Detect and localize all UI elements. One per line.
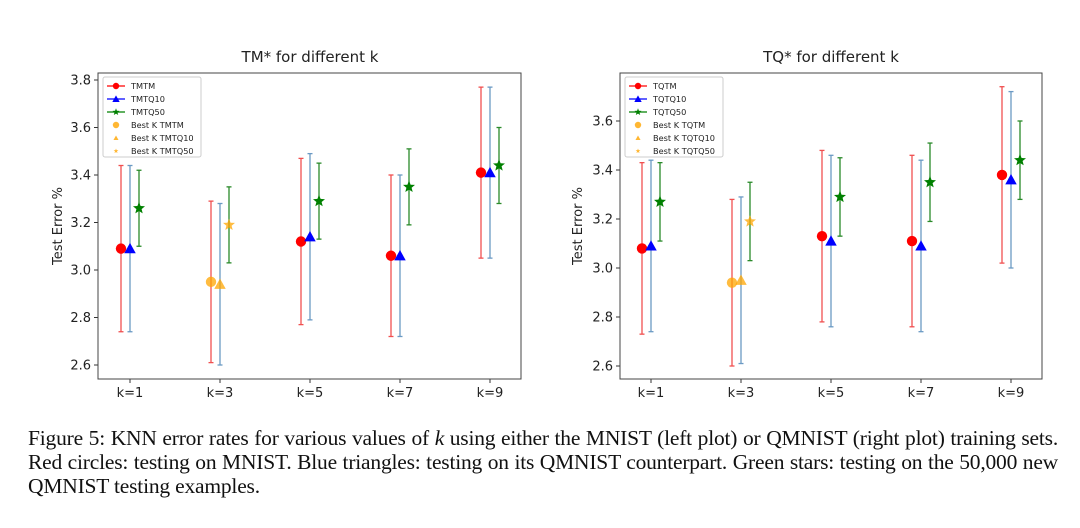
legend-label: TMTQ50 bbox=[130, 107, 165, 117]
y-axis-label: Test Error % bbox=[571, 187, 586, 266]
best-k-star-point bbox=[744, 215, 756, 227]
legend-best-triangle-icon bbox=[635, 135, 641, 141]
star-point bbox=[133, 201, 145, 214]
triangle-point bbox=[915, 240, 927, 251]
figure: TM* for different k Test Error % 2.6 2.8 3.0… bbox=[51, 48, 1043, 401]
y-axis-label: Test Error % bbox=[51, 187, 66, 266]
circle-point bbox=[295, 236, 307, 247]
legend-label: TMTM bbox=[130, 81, 155, 91]
x-tick-label: k=7 bbox=[908, 386, 935, 401]
x-tick-label: k=3 bbox=[728, 386, 755, 401]
legend-label: Best K TMTQ10 bbox=[131, 133, 194, 143]
star-point bbox=[1014, 153, 1026, 166]
legend-label: Best K TQTQ50 bbox=[653, 146, 715, 156]
best-k-circle-point bbox=[205, 276, 217, 288]
circle-point bbox=[636, 243, 648, 254]
legend-triangle-icon bbox=[634, 95, 642, 102]
best-k-triangle-point bbox=[735, 274, 747, 285]
y-tick-label: 2.6 bbox=[592, 360, 613, 375]
caption-k: k bbox=[434, 426, 445, 450]
triangle-point bbox=[645, 240, 657, 251]
y-tick-label: 3.0 bbox=[592, 262, 613, 277]
best-k-circle-point bbox=[726, 277, 738, 288]
legend-star-icon bbox=[112, 108, 120, 115]
circle-point bbox=[385, 250, 397, 261]
legend-label: TQTM bbox=[652, 81, 677, 91]
best-k-star-point bbox=[223, 218, 235, 230]
legend-label: Best K TMTM bbox=[131, 120, 184, 130]
triangle-point bbox=[124, 242, 136, 254]
x-tick-label: k=9 bbox=[998, 386, 1025, 401]
circle-point bbox=[816, 230, 828, 242]
legend-label: TQTQ50 bbox=[652, 107, 686, 117]
star-point bbox=[654, 195, 666, 207]
legend-best-star-icon bbox=[113, 148, 119, 153]
legend-triangle-icon bbox=[112, 95, 120, 102]
y-tick-label: 2.8 bbox=[70, 311, 91, 326]
legend-best-triangle-icon bbox=[113, 135, 119, 141]
x-tick-label: k=5 bbox=[818, 386, 845, 401]
star-point bbox=[493, 159, 505, 171]
legend-best-circle-icon bbox=[634, 121, 642, 129]
triangle-point bbox=[304, 231, 316, 242]
legend-best-circle-icon bbox=[112, 121, 120, 129]
plot-frame bbox=[97, 72, 522, 380]
star-point bbox=[403, 180, 415, 192]
legend-circle-icon bbox=[112, 82, 120, 90]
legend-box bbox=[102, 76, 202, 158]
circle-point bbox=[115, 243, 127, 254]
chart-tm: TM* for different k Test Error % 2.6 2.8 3.0… bbox=[51, 48, 522, 401]
legend-label: Best K TMTQ50 bbox=[131, 146, 194, 156]
chart-title: TQ* for different k bbox=[762, 48, 899, 66]
x-tick-label: k=5 bbox=[297, 386, 324, 401]
legend-label: Best K TQTQ10 bbox=[653, 133, 715, 143]
plot-frame bbox=[619, 72, 1043, 380]
legend-label: TMTQ10 bbox=[130, 94, 165, 104]
y-tick-label: 3.8 bbox=[70, 74, 91, 89]
legend-box bbox=[624, 76, 724, 158]
triangle-point bbox=[484, 166, 496, 178]
x-tick-label: k=7 bbox=[387, 386, 414, 401]
legend-label: TQTQ10 bbox=[652, 94, 686, 104]
triangle-point bbox=[1005, 174, 1017, 185]
y-tick-label: 2.6 bbox=[70, 359, 91, 374]
best-k-triangle-point bbox=[214, 278, 226, 289]
legend-best-star-icon bbox=[635, 148, 641, 153]
x-tick-label: k=9 bbox=[477, 386, 504, 401]
star-point bbox=[924, 175, 936, 188]
y-tick-label: 3.0 bbox=[70, 264, 91, 279]
circle-point bbox=[475, 167, 487, 178]
caption-text-2: using either the MNIST (left plot) or QM… bbox=[28, 426, 1058, 498]
x-tick-label: k=1 bbox=[638, 386, 665, 401]
y-tick-label: 3.6 bbox=[592, 115, 613, 130]
circle-point bbox=[996, 169, 1008, 181]
chart-title: TM* for different k bbox=[241, 48, 379, 66]
legend-star-icon bbox=[634, 108, 642, 115]
star-point bbox=[834, 190, 846, 203]
circle-point bbox=[906, 235, 918, 247]
triangle-point bbox=[825, 235, 837, 246]
y-tick-label: 3.4 bbox=[592, 164, 613, 179]
y-tick-label: 3.2 bbox=[592, 213, 613, 228]
legend-circle-icon bbox=[634, 82, 642, 90]
triangle-point bbox=[394, 250, 406, 261]
caption-text-1: KNN error rates for various values of bbox=[104, 426, 435, 450]
x-tick-label: k=3 bbox=[207, 386, 234, 401]
chart-tq: TQ* for different k Test Error % 2.6 2.8 3.0… bbox=[571, 48, 1043, 401]
star-point bbox=[313, 194, 325, 207]
y-tick-label: 3.4 bbox=[70, 169, 91, 184]
legend-label: Best K TQTM bbox=[653, 120, 705, 130]
x-tick-label: k=1 bbox=[117, 386, 144, 401]
y-tick-label: 3.6 bbox=[70, 121, 91, 136]
caption-label: Figure 5: bbox=[28, 426, 105, 450]
y-tick-label: 2.8 bbox=[592, 311, 613, 326]
y-tick-label: 3.2 bbox=[70, 216, 91, 231]
figure-caption: Figure 5: KNN error rates for various va… bbox=[28, 426, 1058, 498]
